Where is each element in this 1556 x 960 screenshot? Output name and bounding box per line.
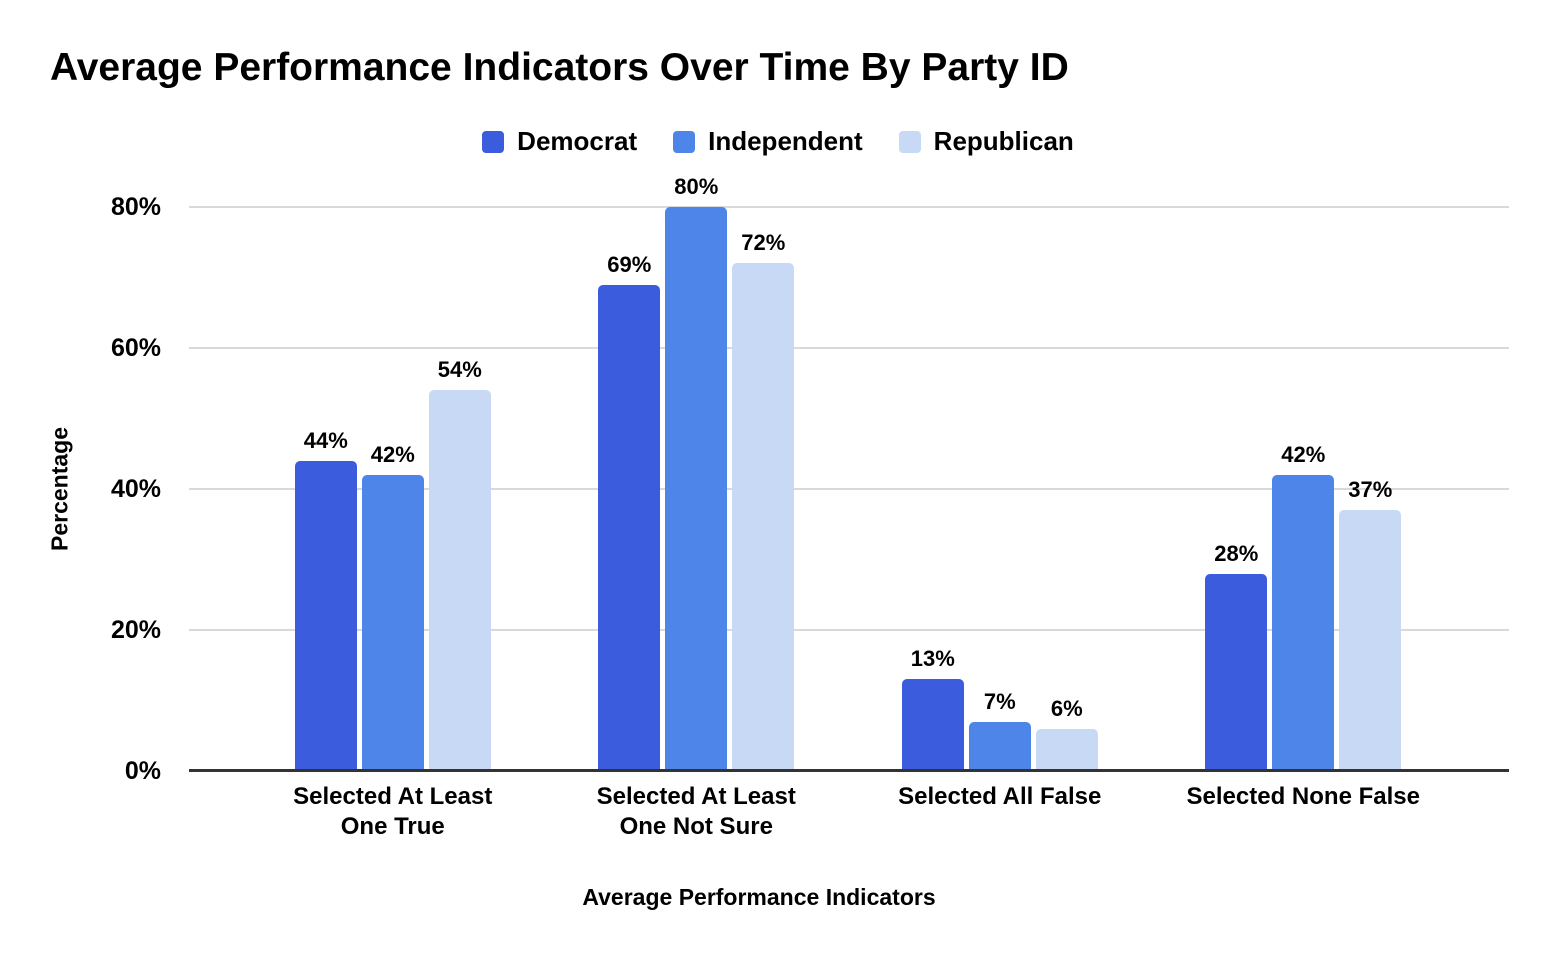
- bar-wrap-republican-selected-at-least-one-not-sure: 72%: [732, 230, 795, 771]
- legend-label-independent: Independent: [708, 126, 863, 156]
- legend-swatch-independent-icon: [673, 130, 696, 153]
- bar-wrap-republican-selected-all-false: 6%: [1035, 696, 1098, 771]
- bar-value-label-independent-selected-none-false: 42%: [1281, 441, 1326, 467]
- y-tick-label-20: 20%: [110, 616, 161, 644]
- bar-wrap-republican-selected-none-false: 37%: [1339, 477, 1402, 771]
- gridline-40: [189, 488, 1509, 490]
- bar-groups: 44% 42% 54% 69% 80% 72% 13% 7% 6% 28% 42% 37%: [189, 174, 1509, 771]
- bar-value-label-republican-selected-at-least-one-not-sure: 72%: [741, 230, 786, 256]
- bar-value-label-independent-selected-at-least-one-true: 42%: [370, 441, 415, 467]
- bar-democrat-selected-at-least-one-true: [294, 460, 357, 771]
- bar-republican-selected-at-least-one-true: [428, 390, 491, 771]
- x-axis-title: Average Performance Indicators: [582, 884, 936, 910]
- category-label-text-selected-none-false: Selected None False: [1186, 783, 1420, 810]
- bar-group-selected-none-false: 28% 42% 37%: [1152, 207, 1456, 771]
- y-tick-label-60: 60%: [110, 334, 161, 362]
- bar-democrat-selected-none-false: [1205, 573, 1268, 771]
- bar-value-label-democrat-selected-all-false: 13%: [910, 646, 955, 672]
- legend-swatch-democrat-icon: [482, 130, 505, 153]
- bar-value-label-republican-selected-none-false: 37%: [1348, 477, 1393, 503]
- bar-value-label-democrat-selected-none-false: 28%: [1214, 540, 1259, 566]
- legend-item-democrat: Democrat: [482, 126, 637, 157]
- bar-wrap-republican-selected-at-least-one-true: 54%: [428, 357, 491, 771]
- bar-wrap-democrat-selected-at-least-one-true: 44%: [294, 428, 357, 771]
- y-tick-label-0: 0%: [124, 757, 161, 785]
- bar-wrap-independent-selected-none-false: 42%: [1272, 442, 1335, 771]
- gridline-60: [189, 347, 1509, 349]
- legend-label-republican: Republican: [933, 126, 1074, 156]
- bar-value-label-democrat-selected-at-least-one-not-sure: 69%: [607, 251, 652, 277]
- bar-democrat-selected-all-false: [901, 679, 964, 771]
- bar-independent-selected-all-false: [968, 721, 1031, 771]
- legend: Democrat Independent Republican: [0, 126, 1556, 157]
- bar-group-selected-at-least-one-not-sure: 69% 80% 72%: [545, 174, 849, 771]
- y-axis-title-box: Percentage: [36, 207, 84, 771]
- plot-area: 44% 42% 54% 69% 80% 72% 13% 7% 6% 28% 42% 37%: [189, 174, 1509, 772]
- bar-wrap-democrat-selected-all-false: 13%: [901, 646, 964, 771]
- bar-independent-selected-none-false: [1272, 474, 1335, 771]
- y-axis-title: Percentage: [46, 426, 73, 552]
- category-label-selected-at-least-one-not-sure: Selected At Least One Not Sure: [545, 782, 849, 842]
- bar-republican-selected-at-least-one-not-sure: [732, 263, 795, 771]
- category-label-selected-all-false: Selected All False: [848, 782, 1152, 842]
- bar-value-label-independent-selected-all-false: 7%: [983, 688, 1016, 714]
- bar-group-selected-all-false: 13% 7% 6%: [848, 207, 1152, 771]
- y-tick-label-40: 40%: [110, 475, 161, 503]
- bar-wrap-independent-selected-at-least-one-true: 42%: [361, 442, 424, 771]
- bar-value-label-republican-selected-all-false: 6%: [1050, 695, 1083, 721]
- category-label-selected-at-least-one-true: Selected At Least One True: [241, 782, 545, 842]
- bar-wrap-democrat-selected-none-false: 28%: [1205, 541, 1268, 771]
- y-tick-label-80: 80%: [110, 193, 161, 221]
- x-axis-line: [189, 769, 1509, 772]
- y-axis-tick-labels: 0% 20% 40% 60% 80%: [0, 193, 175, 785]
- x-axis-category-labels: Selected At Least One True Selected At Le…: [189, 782, 1509, 842]
- bar-independent-selected-at-least-one-not-sure: [665, 207, 728, 771]
- category-label-text-selected-at-least-one-true: Selected At Least One True: [293, 783, 493, 840]
- bar-value-label-independent-selected-at-least-one-not-sure: 80%: [674, 174, 719, 199]
- bar-value-label-republican-selected-at-least-one-true: 54%: [437, 357, 482, 383]
- gridline-80: [189, 206, 1509, 208]
- category-label-text-selected-all-false: Selected All False: [898, 783, 1102, 810]
- bar-group-selected-at-least-one-true: 44% 42% 54%: [241, 207, 545, 771]
- gridline-20: [189, 629, 1509, 631]
- category-label-selected-none-false: Selected None False: [1152, 782, 1456, 842]
- legend-swatch-republican-icon: [898, 130, 921, 153]
- bar-republican-selected-none-false: [1339, 510, 1402, 771]
- bar-value-label-democrat-selected-at-least-one-true: 44%: [303, 427, 348, 453]
- bar-democrat-selected-at-least-one-not-sure: [598, 284, 661, 771]
- bar-wrap-democrat-selected-at-least-one-not-sure: 69%: [598, 252, 661, 771]
- legend-label-democrat: Democrat: [517, 126, 638, 156]
- bar-republican-selected-all-false: [1035, 728, 1098, 771]
- category-label-text-selected-at-least-one-not-sure: Selected At Least One Not Sure: [596, 783, 796, 840]
- bar-independent-selected-at-least-one-true: [361, 474, 424, 771]
- bar-wrap-independent-selected-at-least-one-not-sure: 80%: [665, 174, 728, 771]
- legend-item-independent: Independent: [673, 126, 863, 157]
- legend-item-republican: Republican: [898, 126, 1074, 157]
- chart-title: Average Performance Indicators Over Time…: [50, 46, 1069, 89]
- bar-wrap-independent-selected-all-false: 7%: [968, 689, 1031, 771]
